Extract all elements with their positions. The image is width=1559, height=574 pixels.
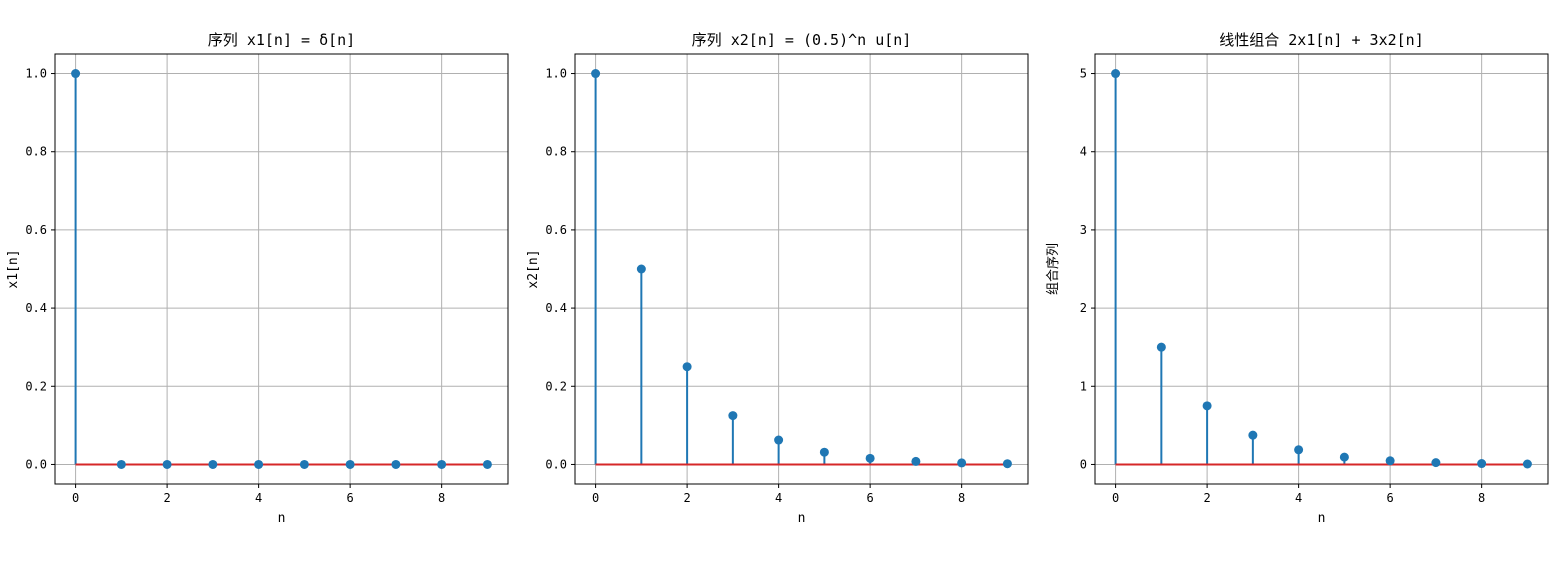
y-tick-label: 1.0: [25, 67, 47, 81]
x-tick-label: 2: [1203, 491, 1210, 505]
plot-area: [1095, 54, 1548, 484]
x-tick-label: 4: [1295, 491, 1302, 505]
x-tick-label: 0: [1112, 491, 1119, 505]
y-tick-label: 0.6: [25, 223, 47, 237]
x-axis-label: n: [1318, 511, 1326, 526]
chart-title: 序列 x1[n] = δ[n]: [208, 31, 355, 49]
x-tick-label: 4: [775, 491, 782, 505]
stem-marker: [1431, 458, 1441, 468]
y-tick-label: 0.8: [545, 145, 567, 159]
x-tick-label: 6: [1387, 491, 1394, 505]
stem-marker: [208, 459, 218, 469]
stem-marker: [345, 459, 355, 469]
stem-marker: [1522, 459, 1532, 469]
axes-frame: [574, 53, 1029, 485]
chart-title: 线性组合 2x1[n] + 3x2[n]: [1219, 31, 1424, 49]
stem-marker: [1248, 430, 1258, 440]
stem-marker: [728, 411, 738, 421]
y-tick-label: 0.2: [25, 379, 47, 393]
y-tick-label: 0.6: [545, 223, 567, 237]
stem-marker: [437, 459, 447, 469]
stem-marker: [1111, 69, 1121, 79]
plot-area: [55, 54, 508, 484]
stem-marker: [1385, 456, 1395, 466]
y-tick-label: 0.4: [545, 301, 567, 315]
stem-marker: [1339, 452, 1349, 462]
stem-marker: [1156, 342, 1166, 352]
y-tick-label: 0.8: [25, 145, 47, 159]
x-tick-label: 0: [72, 491, 79, 505]
stem-marker: [116, 459, 126, 469]
stem-marker: [865, 453, 875, 463]
y-tick-label: 0.4: [25, 301, 47, 315]
stem-marker: [774, 435, 784, 445]
chart-title: 序列 x2[n] = (0.5)^n u[n]: [692, 31, 912, 49]
stem-marker: [71, 69, 81, 79]
y-tick-label: 0: [1080, 457, 1087, 471]
y-axis-label: x1[n]: [6, 249, 21, 288]
stem-marker: [482, 459, 492, 469]
stem-marker: [591, 69, 601, 79]
stem-marker: [1002, 459, 1012, 469]
x-tick-label: 6: [867, 491, 874, 505]
chart-panel-3: 0 2 4 6 8 0 1 2 3 4 5 线性组合 2x1[n] + 3x2[n] n 组合序列: [1046, 31, 1549, 526]
y-tick-label: 0.0: [545, 457, 567, 471]
axes-frame: [54, 53, 509, 485]
stem-marker: [911, 456, 921, 466]
x-tick-label: 8: [438, 491, 445, 505]
stem-marker: [636, 264, 646, 274]
chart-panel-2: 0 2 4 6 8 0.0 0.2 0.4 0.6 0.8 1.0 序列 x2[n] = (0.5)^…: [526, 31, 1029, 526]
x-tick-label: 4: [255, 491, 262, 505]
x-axis-label: n: [798, 511, 806, 526]
stem-marker: [391, 459, 401, 469]
x-tick-label: 8: [958, 491, 965, 505]
stem-marker: [1294, 445, 1304, 455]
y-tick-label: 2: [1080, 301, 1087, 315]
y-axis-label: 组合序列: [1046, 243, 1061, 295]
x-tick-label: 8: [1478, 491, 1485, 505]
y-tick-label: 1: [1080, 379, 1087, 393]
stem-marker: [254, 459, 264, 469]
stem-marker: [299, 459, 309, 469]
x-axis-label: n: [278, 511, 286, 526]
stem-marker: [1477, 459, 1487, 469]
x-tick-label: 2: [683, 491, 690, 505]
y-tick-label: 5: [1080, 67, 1087, 81]
y-tick-label: 0.0: [25, 457, 47, 471]
stem-marker: [1202, 401, 1212, 411]
axes-frame: [1094, 53, 1549, 485]
stem-marker: [957, 458, 967, 468]
y-tick-label: 3: [1080, 223, 1087, 237]
stem-marker: [819, 447, 829, 457]
plot-area: [575, 54, 1028, 484]
chart-panel-1: 0 2 4 6 8 0.0 0.2 0.4 0.6 0.8 1.0 序列 x1[n] = δ[n] n x…: [6, 31, 509, 526]
y-tick-label: 4: [1080, 145, 1087, 159]
x-tick-label: 2: [163, 491, 170, 505]
y-tick-label: 1.0: [545, 67, 567, 81]
x-tick-label: 0: [592, 491, 599, 505]
x-tick-label: 6: [347, 491, 354, 505]
stem-marker: [162, 459, 172, 469]
y-axis-label: x2[n]: [526, 249, 541, 288]
stem-marker: [682, 362, 692, 372]
y-tick-label: 0.2: [545, 379, 567, 393]
